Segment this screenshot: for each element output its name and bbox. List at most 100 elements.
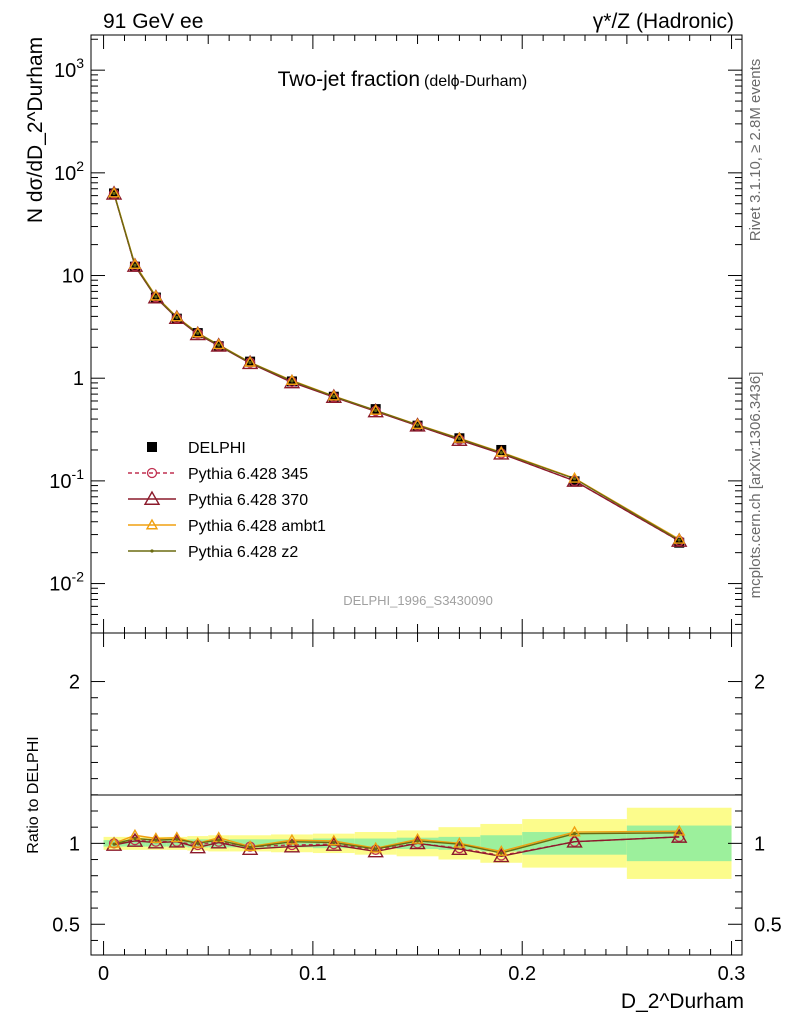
ratio-data-point <box>457 842 462 846</box>
ratio-inner-band <box>480 835 523 852</box>
ratio-data-point <box>572 832 577 836</box>
legend-marker <box>147 442 157 452</box>
ratio-data-point <box>677 831 681 835</box>
main-data-point <box>327 389 341 401</box>
ratio-data-point <box>243 840 257 852</box>
main-data-point <box>248 360 252 365</box>
main-series-line <box>113 193 680 541</box>
x-tick-label: 0.3 <box>718 963 746 985</box>
ratio-data-point <box>332 840 336 845</box>
main-data-point <box>107 186 121 198</box>
main-title: Two-jet fraction <box>278 68 420 91</box>
ratio-data-point <box>374 847 378 851</box>
x-tick-label: 0 <box>98 963 109 985</box>
main-series-line <box>113 193 680 542</box>
ratio-plot-panel: 0.5 0.5 1 1 2 2 0 0.1 0.2 0.3 Ratio to DELPHI D_… <box>25 35 782 1013</box>
ratio-inner-band <box>124 840 146 847</box>
main-data-point <box>495 445 508 457</box>
ratio-y-tick-label: 0.5 <box>52 914 80 936</box>
main-data-point <box>672 532 686 544</box>
main-data-point <box>411 418 424 430</box>
ratio-inner-band <box>166 840 188 847</box>
legend-marker <box>143 490 161 505</box>
ratio-series-line <box>113 836 680 858</box>
ratio-data-point <box>107 836 121 848</box>
ratio-data-point <box>568 825 581 837</box>
ratio-data-point <box>283 838 301 853</box>
ratio-y-tick-label-right: 2 <box>754 672 765 694</box>
main-data-point <box>212 338 225 350</box>
main-data-point <box>154 295 158 299</box>
main-y-tick-label: 10-2 <box>49 569 84 596</box>
ratio-data-point <box>196 841 200 845</box>
main-data-point <box>128 258 142 269</box>
main-subtitle: (delϕ-Durham) <box>424 73 527 90</box>
main-data-point <box>496 444 507 455</box>
legend-label: Pythia 6.428 370 <box>188 492 308 509</box>
main-data-point <box>568 471 581 483</box>
legend-label: Pythia 6.428 ambt1 <box>188 518 326 535</box>
x-axis: 0 0.1 0.2 0.3 <box>98 35 745 985</box>
mcplots-credit-label: mcplots.cern.ch [arXiv:1306.3436] <box>747 372 764 599</box>
main-data-point <box>677 538 681 542</box>
ratio-data-point <box>175 837 179 841</box>
ratio-data-point <box>369 841 382 853</box>
ratio-data-point <box>133 836 137 841</box>
ratio-inner-band <box>208 839 230 848</box>
ratio-data-point <box>217 838 221 842</box>
main-y-axis-label: N dσ/dD_2^Durham <box>24 37 47 223</box>
ratio-data-point <box>149 832 163 843</box>
rivet-version-label: Rivet 3.1.10, ≥ 2.8M events <box>747 59 764 242</box>
main-data-point <box>285 374 299 385</box>
main-plot-panel: 10-2 10-1 1 10 102 103 Two-jet fraction (delϕ… <box>24 34 743 634</box>
ratio-data-point <box>453 836 466 848</box>
ratio-data-point <box>499 851 503 855</box>
legend-marker <box>146 467 158 479</box>
main-y-tick-label: 10-1 <box>49 466 84 493</box>
main-data-point <box>369 404 382 415</box>
main-data-point <box>332 394 336 398</box>
ratio-data-point <box>112 842 116 846</box>
ratio-data-point <box>411 832 424 844</box>
main-data-point <box>112 191 116 196</box>
main-data-point <box>572 477 577 481</box>
ratio-inner-band <box>522 832 627 855</box>
ratio-plot-frame <box>90 632 743 956</box>
legend: DELPHI Pythia 6.428 345 Pythia 6.428 370 Py… <box>128 440 326 561</box>
ratio-data-point <box>290 840 294 844</box>
main-y-tick-label: 102 <box>54 158 84 185</box>
ratio-data-point <box>327 834 341 846</box>
main-data-point <box>191 326 204 338</box>
main-data-point <box>415 423 420 427</box>
main-data-point <box>196 331 200 335</box>
ratio-y-tick-label-right: 1 <box>754 833 765 855</box>
ratio-data-point <box>248 845 252 849</box>
ratio-y-tick-label: 2 <box>69 672 80 694</box>
ratio-data-point <box>170 831 184 843</box>
ratio-data-point <box>566 833 583 848</box>
ratio-data-point <box>126 832 144 847</box>
main-series-group <box>105 185 688 548</box>
main-data-point <box>149 289 163 301</box>
legend-label: Pythia 6.428 z2 <box>188 544 298 561</box>
main-data-point <box>133 263 137 267</box>
main-data-point <box>453 431 466 443</box>
legend-label: Pythia 6.428 345 <box>188 466 308 483</box>
analysis-watermark: DELPHI_1996_S3430090 <box>343 593 493 608</box>
header-process-label: γ*/Z (Hadronic) <box>593 10 734 33</box>
ratio-data-point <box>495 845 508 856</box>
ratio-inner-band <box>145 840 167 847</box>
x-tick-label: 0.1 <box>299 963 327 985</box>
main-y-tick-label: 10 <box>62 266 84 288</box>
ratio-data-point <box>154 838 158 842</box>
ratio-data-point <box>129 834 141 846</box>
main-data-point <box>175 315 179 320</box>
ratio-y-tick-label: 1 <box>69 833 80 855</box>
ratio-data-point <box>451 840 468 855</box>
main-series-line <box>113 193 680 542</box>
main-data-point <box>170 310 184 322</box>
main-data-point <box>374 408 378 413</box>
main-data-point <box>217 343 221 347</box>
ratio-series-group <box>105 824 688 863</box>
